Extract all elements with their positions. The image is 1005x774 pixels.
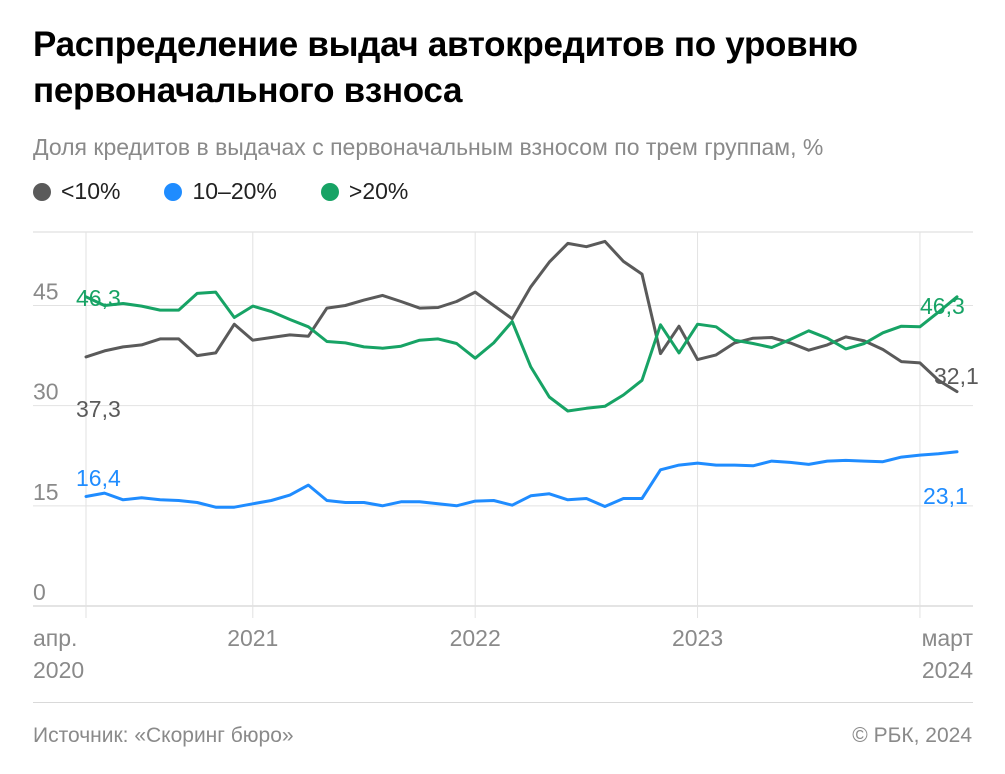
- chart-subtitle: Доля кредитов в выдачах с первоначальным…: [33, 134, 824, 160]
- source-note: Источник: «Скоринг бюро»: [33, 724, 294, 747]
- x-tick-label: 2021: [227, 625, 278, 651]
- series-line-1: [84, 450, 959, 509]
- legend-item-lt10[interactable]: <10%: [33, 178, 120, 205]
- copyright-note: © РБК, 2024: [852, 724, 972, 747]
- legend-label-10-20: 10–20%: [192, 178, 277, 204]
- legend-swatch-10-20: [164, 182, 183, 201]
- x-tick-label: 2022: [450, 625, 501, 651]
- line-chart: 0 15 30 45 апр. 2020 2021 2022 2023 март 2024 37,3 3…: [33, 231, 979, 683]
- legend-label-lt10: <10%: [61, 178, 121, 204]
- legend-item-10-20[interactable]: 10–20%: [164, 178, 277, 205]
- x-tick-label: март: [922, 625, 974, 651]
- data-label-start: 37,3: [76, 396, 121, 422]
- legend-label-gt20: >20%: [348, 178, 409, 204]
- data-label-start: 16,4: [76, 465, 121, 491]
- y-tick-label: 30: [33, 379, 59, 405]
- x-tick-label: апр.: [33, 625, 77, 651]
- legend-item-gt20[interactable]: >20%: [320, 178, 409, 205]
- y-tick-label: 45: [33, 278, 59, 304]
- legend: <10% 10–20% >20%: [33, 178, 408, 205]
- data-label-start: 46,3: [76, 285, 121, 311]
- y-tick-label: 0: [33, 579, 46, 605]
- labels-layer: 0 15 30 45 апр. 2020 2021 2022 2023 март 2024 37,3 3…: [33, 278, 979, 683]
- grid-layer: [33, 231, 973, 618]
- x-tick-label-year: 2024: [922, 657, 973, 683]
- legend-swatch-gt20: [320, 182, 339, 201]
- data-label-end: 23,1: [923, 483, 968, 509]
- data-label-end: 32,1: [934, 363, 979, 389]
- chart-title: Распределение выдач автокредитов по уров…: [33, 25, 858, 110]
- footer-divider: [33, 702, 973, 703]
- legend-swatch-lt10: [33, 182, 51, 201]
- y-tick-label: 15: [33, 479, 59, 505]
- x-tick-label: 2023: [672, 625, 723, 651]
- series-layer: [84, 239, 959, 509]
- series-line-0: [84, 239, 959, 394]
- x-tick-label-year: 2020: [33, 657, 84, 683]
- series-line-2: [84, 290, 959, 413]
- data-label-end: 46,3: [920, 293, 965, 319]
